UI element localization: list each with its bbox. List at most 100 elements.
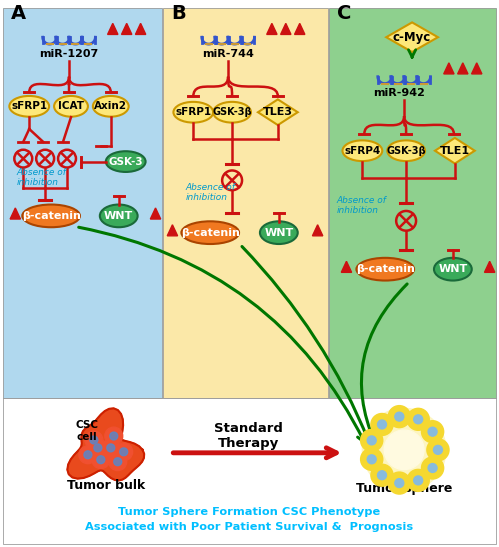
Circle shape bbox=[371, 464, 393, 486]
Text: GSK-3β: GSK-3β bbox=[212, 107, 252, 117]
Text: Axin2: Axin2 bbox=[94, 101, 127, 111]
Polygon shape bbox=[386, 22, 438, 52]
Bar bbox=[164, 8, 327, 398]
Polygon shape bbox=[266, 24, 277, 34]
Circle shape bbox=[109, 453, 127, 470]
Polygon shape bbox=[108, 24, 118, 34]
Polygon shape bbox=[294, 24, 305, 34]
Text: Tumor sphere: Tumor sphere bbox=[356, 482, 452, 495]
Ellipse shape bbox=[213, 102, 251, 123]
Circle shape bbox=[384, 430, 424, 469]
Circle shape bbox=[85, 431, 103, 449]
Text: miR-942: miR-942 bbox=[373, 89, 425, 98]
Ellipse shape bbox=[387, 141, 425, 161]
Polygon shape bbox=[444, 63, 454, 74]
Polygon shape bbox=[10, 208, 20, 219]
Text: Absence of
inhibition: Absence of inhibition bbox=[185, 183, 235, 202]
Circle shape bbox=[422, 421, 444, 443]
Circle shape bbox=[362, 409, 446, 491]
Ellipse shape bbox=[174, 102, 213, 123]
Text: Standard
Therapy: Standard Therapy bbox=[214, 422, 282, 450]
Ellipse shape bbox=[54, 96, 88, 117]
Ellipse shape bbox=[356, 258, 414, 281]
Ellipse shape bbox=[100, 205, 138, 227]
Polygon shape bbox=[167, 225, 178, 236]
Bar bbox=[3, 8, 163, 398]
Circle shape bbox=[422, 457, 444, 479]
Text: β-catenin: β-catenin bbox=[21, 211, 80, 221]
Polygon shape bbox=[150, 208, 161, 219]
Ellipse shape bbox=[9, 96, 49, 117]
Ellipse shape bbox=[342, 141, 382, 161]
Polygon shape bbox=[280, 24, 291, 34]
Ellipse shape bbox=[22, 205, 80, 227]
Circle shape bbox=[84, 451, 92, 459]
Polygon shape bbox=[472, 63, 482, 74]
Text: β-catenin: β-catenin bbox=[181, 228, 240, 237]
Bar bbox=[328, 8, 496, 398]
Circle shape bbox=[115, 443, 133, 461]
Ellipse shape bbox=[93, 96, 129, 117]
Polygon shape bbox=[312, 225, 323, 236]
Text: A: A bbox=[11, 4, 26, 24]
Polygon shape bbox=[341, 261, 352, 272]
Text: sFRP4: sFRP4 bbox=[344, 146, 381, 156]
Circle shape bbox=[434, 445, 443, 455]
Text: sFRP1: sFRP1 bbox=[11, 101, 47, 111]
Circle shape bbox=[361, 449, 383, 470]
Circle shape bbox=[105, 427, 123, 445]
Circle shape bbox=[367, 436, 376, 445]
Circle shape bbox=[378, 420, 386, 429]
Text: B: B bbox=[172, 4, 186, 24]
Text: Tumor bulk: Tumor bulk bbox=[67, 479, 145, 492]
Circle shape bbox=[79, 446, 97, 464]
Circle shape bbox=[89, 439, 107, 457]
Text: sFRP1: sFRP1 bbox=[175, 107, 212, 117]
Circle shape bbox=[407, 409, 429, 430]
Text: miR-1207: miR-1207 bbox=[39, 49, 99, 59]
Circle shape bbox=[110, 432, 118, 440]
Ellipse shape bbox=[106, 151, 146, 172]
Bar bbox=[3, 398, 496, 544]
Text: Absence of
inhibition: Absence of inhibition bbox=[16, 168, 66, 187]
Polygon shape bbox=[258, 100, 298, 125]
Text: β-catenin: β-catenin bbox=[356, 264, 415, 274]
Polygon shape bbox=[135, 24, 146, 34]
Circle shape bbox=[414, 476, 423, 485]
Text: ICAT: ICAT bbox=[58, 101, 84, 111]
Circle shape bbox=[107, 444, 115, 452]
Ellipse shape bbox=[434, 258, 472, 281]
Circle shape bbox=[428, 463, 437, 473]
Circle shape bbox=[94, 444, 102, 452]
Circle shape bbox=[395, 479, 404, 487]
Text: TLE1: TLE1 bbox=[440, 146, 470, 156]
Text: TLE3: TLE3 bbox=[263, 107, 293, 117]
Text: CSC
cell: CSC cell bbox=[75, 421, 98, 442]
Text: WNT: WNT bbox=[104, 211, 133, 221]
Polygon shape bbox=[122, 24, 132, 34]
Circle shape bbox=[388, 472, 410, 494]
Ellipse shape bbox=[260, 222, 298, 244]
Text: GSK-3: GSK-3 bbox=[108, 156, 143, 167]
Circle shape bbox=[97, 456, 105, 464]
Circle shape bbox=[388, 406, 410, 428]
Text: C: C bbox=[336, 4, 351, 24]
Polygon shape bbox=[67, 409, 144, 480]
Circle shape bbox=[428, 427, 437, 436]
Circle shape bbox=[114, 458, 122, 465]
Text: GSK-3β: GSK-3β bbox=[386, 146, 426, 156]
Circle shape bbox=[395, 412, 404, 421]
Circle shape bbox=[414, 415, 423, 424]
Polygon shape bbox=[435, 138, 475, 164]
Circle shape bbox=[102, 439, 120, 457]
Circle shape bbox=[92, 451, 110, 469]
Ellipse shape bbox=[181, 222, 239, 244]
Polygon shape bbox=[485, 261, 495, 272]
Text: Tumor Sphere Formation CSC Phenotype: Tumor Sphere Formation CSC Phenotype bbox=[118, 507, 380, 517]
Text: Associated with Poor Patient Survival &  Prognosis: Associated with Poor Patient Survival & … bbox=[85, 522, 413, 532]
Circle shape bbox=[427, 439, 449, 461]
Text: WNT: WNT bbox=[438, 264, 468, 274]
Circle shape bbox=[367, 455, 376, 464]
Circle shape bbox=[120, 448, 128, 456]
Circle shape bbox=[361, 429, 383, 451]
